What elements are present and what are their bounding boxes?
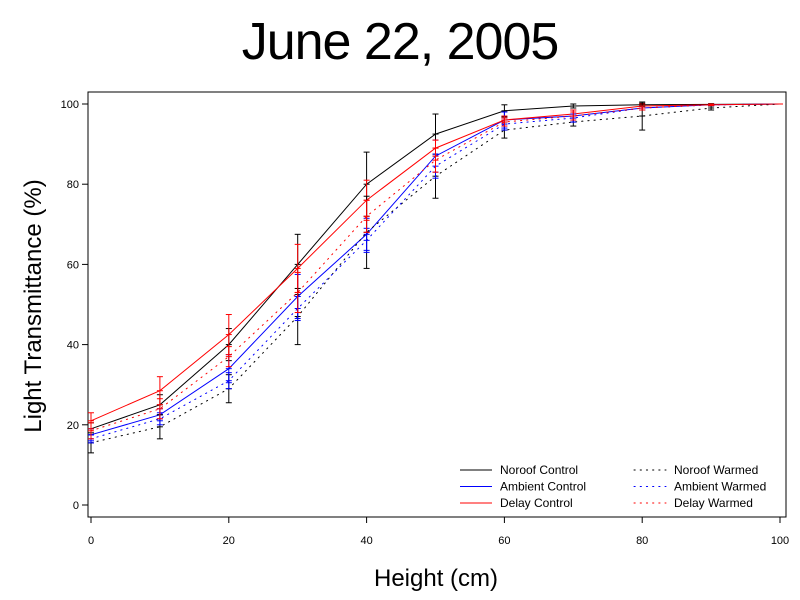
legend-label: Noroof Warmed (674, 463, 758, 477)
x-tick-label: 80 (636, 535, 648, 547)
error-bar (88, 422, 94, 440)
y-axis-title: Light Transmittance (%) (20, 179, 47, 432)
legend: Noroof Control Ambient Control Delay Contr… (460, 463, 766, 510)
y-tick-label: 20 (67, 420, 79, 432)
legend-item-delay-warmed: Delay Warmed (633, 496, 753, 510)
x-axis-title: Height (cm) (374, 565, 498, 592)
series-line-delay-warmed (90, 103, 781, 432)
series-delay-warmed (88, 103, 783, 440)
series-line-ambient-warmed (90, 103, 781, 440)
legend-label: Ambient Warmed (674, 480, 766, 494)
y-tick-label: 100 (61, 99, 79, 111)
y-tick-label: 40 (67, 340, 79, 352)
x-tick-label: 60 (498, 535, 510, 547)
legend-item-ambient-warmed: Ambient Warmed (633, 480, 766, 494)
legend-item-noroof-control: Noroof Control (460, 463, 578, 477)
legend-item-noroof-warmed: Noroof Warmed (633, 463, 758, 477)
legend-label: Delay Control (500, 496, 573, 510)
legend-label: Ambient Control (500, 480, 586, 494)
error-bar (294, 271, 301, 314)
y-axis: 0 20 40 60 80 100 (61, 99, 88, 512)
y-tick-label: 0 (73, 500, 79, 512)
error-bar (570, 103, 577, 109)
x-tick-label: 20 (223, 535, 235, 547)
error-bar (501, 117, 508, 127)
y-tick-label: 60 (67, 259, 79, 271)
error-bar (639, 105, 646, 111)
legend-item-ambient-control: Ambient Control (460, 480, 586, 494)
x-axis: 0 20 40 60 80 100 (88, 517, 789, 547)
series-layer (88, 101, 783, 454)
chart-title: June 22, 2005 (241, 13, 560, 71)
plot-frame (87, 91, 787, 518)
error-bar (708, 103, 715, 107)
y-tick-label: 80 (67, 179, 79, 191)
error-bar (156, 398, 163, 420)
error-bar (363, 199, 370, 233)
legend-label: Noroof Control (500, 463, 578, 477)
error-bar (432, 147, 439, 173)
error-bar (225, 372, 232, 390)
x-tick-label: 40 (360, 535, 372, 547)
x-tick-label: 0 (88, 535, 94, 547)
legend-item-delay-control: Delay Control (460, 496, 573, 510)
error-bar (708, 105, 715, 111)
legend-label: Delay Warmed (674, 496, 753, 510)
error-bar (570, 111, 577, 121)
error-bar (225, 346, 232, 368)
x-tick-label: 100 (771, 535, 789, 547)
